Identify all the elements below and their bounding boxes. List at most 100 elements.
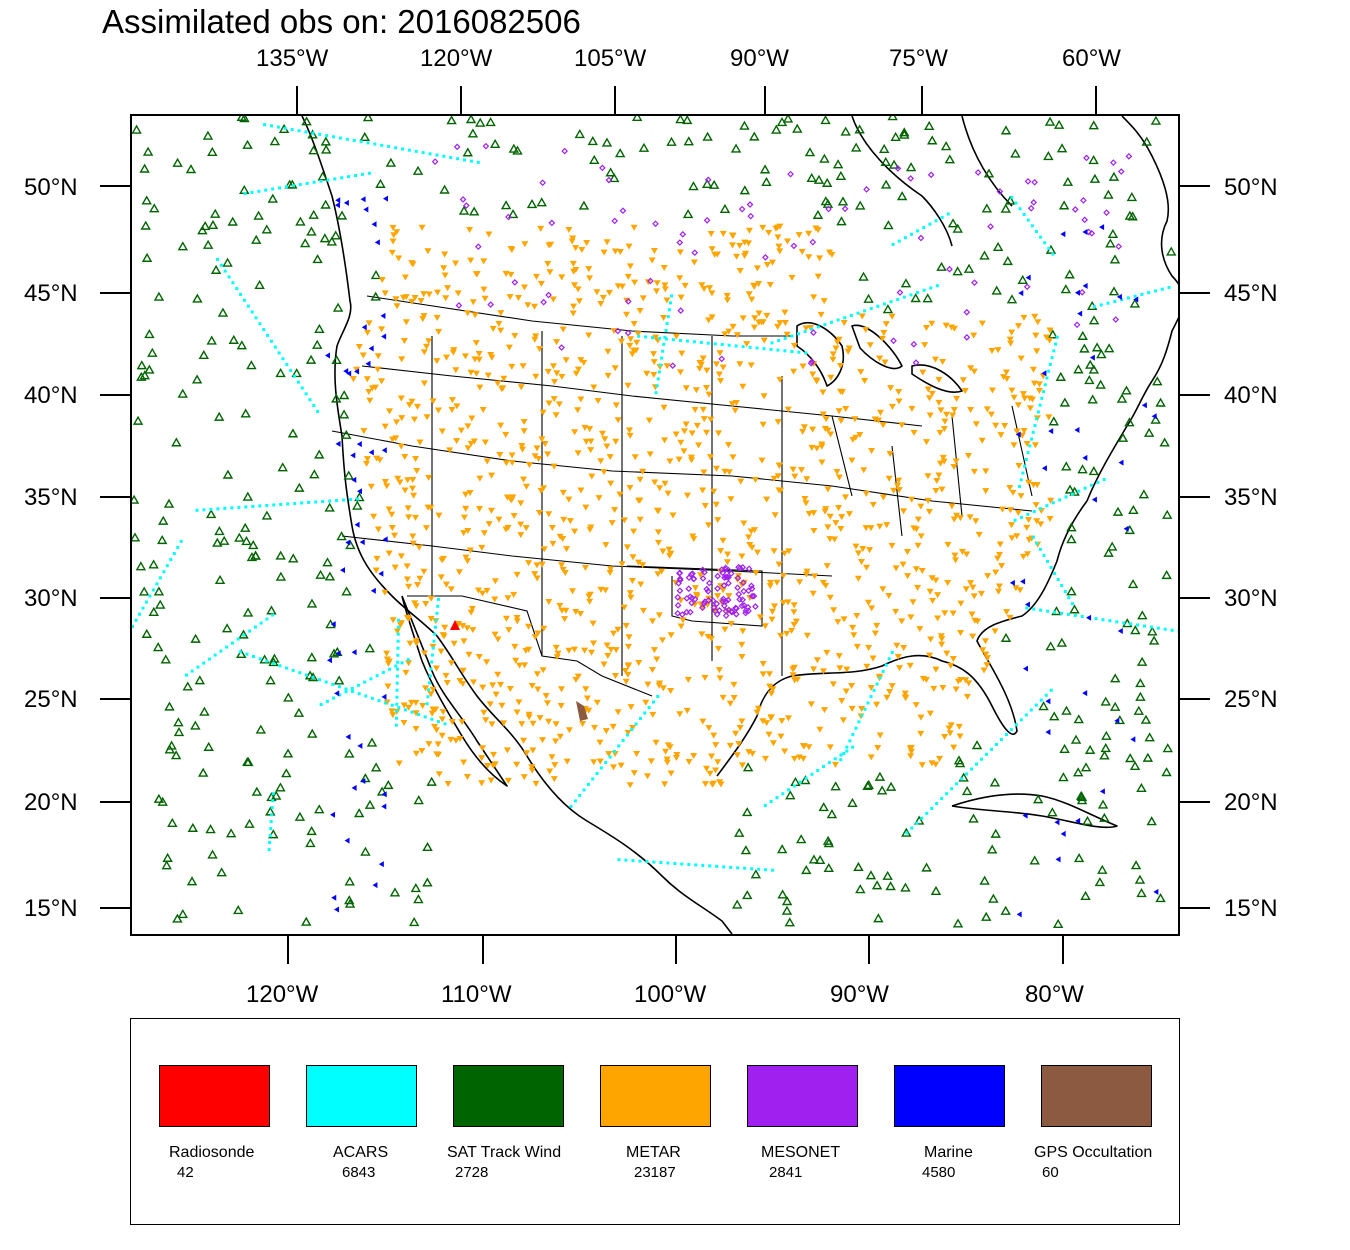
metar-marker: [854, 575, 862, 582]
acars-marker: [298, 183, 302, 187]
metar-marker: [630, 224, 638, 231]
metar-marker: [972, 421, 980, 428]
metar-marker: [552, 721, 560, 728]
metar-marker: [549, 296, 557, 303]
mesonet-marker: [747, 212, 755, 220]
sat-track-wind-marker: [1124, 753, 1136, 763]
legend-swatch-gps-occultation: [1041, 1065, 1152, 1127]
acars-marker: [332, 696, 336, 700]
metar-marker: [462, 491, 470, 498]
right-tick: [1180, 698, 1210, 700]
metar-marker: [924, 473, 932, 480]
sat-track-wind-marker: [314, 323, 325, 333]
mesonet-marker: [971, 279, 978, 287]
metar-marker: [672, 333, 680, 340]
metar-marker: [842, 688, 850, 695]
acars-marker: [369, 677, 373, 681]
right-tick: [1180, 801, 1210, 803]
sat-track-wind-marker: [275, 782, 286, 792]
acars-marker: [836, 318, 840, 322]
metar-marker: [936, 460, 944, 467]
map-frame[interactable]: [130, 114, 1180, 936]
metar-marker: [685, 758, 693, 765]
metar-marker: [781, 309, 789, 316]
top-tick: [764, 86, 766, 114]
sat-track-wind-marker: [1103, 547, 1114, 557]
metar-marker: [422, 685, 430, 692]
metar-marker: [721, 331, 729, 338]
metar-marker: [409, 261, 417, 268]
metar-marker: [517, 521, 525, 528]
metar-marker: [907, 614, 915, 621]
acars-marker: [1025, 606, 1029, 610]
marine-marker: [1099, 224, 1105, 231]
metar-marker: [590, 724, 598, 731]
acars-marker: [687, 862, 691, 866]
metar-marker: [704, 633, 712, 640]
acars-marker: [250, 310, 254, 314]
sat-track-wind-marker: [202, 239, 214, 249]
metar-marker: [627, 704, 635, 711]
metar-marker: [699, 487, 707, 494]
metar-marker: [624, 729, 632, 736]
metar-marker: [723, 297, 731, 304]
acars-marker: [283, 126, 287, 130]
metar-marker: [914, 516, 922, 523]
metar-marker: [738, 641, 746, 648]
sat-track-wind-marker: [905, 162, 917, 172]
sat-track-wind-marker: [1107, 228, 1119, 239]
metar-marker: [594, 397, 602, 404]
acars-marker: [436, 597, 440, 601]
metar-marker: [466, 490, 474, 497]
metar-marker: [750, 324, 758, 331]
metar-marker: [933, 477, 941, 484]
acars-marker: [1035, 541, 1039, 545]
metar-marker: [550, 776, 558, 783]
sat-track-wind-marker: [306, 226, 317, 236]
metar-marker: [524, 302, 532, 309]
mesonet-marker: [907, 175, 915, 182]
metar-marker: [606, 454, 614, 461]
sat-track-wind-marker: [253, 210, 264, 220]
acars-marker: [659, 861, 663, 865]
metar-marker: [839, 717, 847, 724]
metar-marker: [429, 686, 437, 693]
metar-marker: [577, 611, 585, 618]
acars-marker: [1060, 584, 1064, 588]
metar-marker: [563, 546, 571, 553]
metar-marker: [487, 507, 495, 514]
metar-marker: [502, 615, 510, 622]
metar-marker: [489, 763, 497, 770]
metar-marker: [471, 312, 479, 319]
acars-marker: [1023, 464, 1027, 468]
sat-track-wind-marker: [475, 117, 486, 127]
sat-track-wind-marker: [336, 210, 348, 220]
metar-marker: [474, 587, 482, 594]
acars-marker: [1045, 504, 1049, 508]
metar-marker: [763, 312, 771, 319]
metar-marker: [967, 365, 975, 372]
acars-marker: [396, 667, 400, 671]
metar-marker: [745, 291, 753, 298]
right-tick: [1180, 597, 1210, 599]
metar-marker: [738, 553, 746, 560]
metar-marker: [978, 320, 986, 327]
sat-track-wind-marker: [1155, 893, 1166, 903]
acars-marker: [1030, 224, 1034, 228]
metar-marker: [994, 555, 1002, 562]
sat-track-wind-marker: [221, 623, 233, 633]
sat-track-wind-marker: [835, 170, 847, 180]
metar-marker: [545, 598, 553, 605]
metar-marker: [900, 644, 908, 651]
sat-track-wind-marker: [294, 482, 305, 492]
sat-track-wind-marker: [882, 870, 893, 880]
sat-track-wind-marker: [1080, 890, 1091, 900]
metar-marker: [949, 655, 957, 662]
metar-marker: [389, 712, 397, 719]
metar-marker: [834, 619, 842, 626]
metar-marker: [602, 542, 610, 549]
metar-marker: [934, 592, 942, 599]
mesonet-marker: [946, 265, 953, 273]
metar-marker: [433, 289, 441, 296]
metar-marker: [772, 225, 780, 232]
